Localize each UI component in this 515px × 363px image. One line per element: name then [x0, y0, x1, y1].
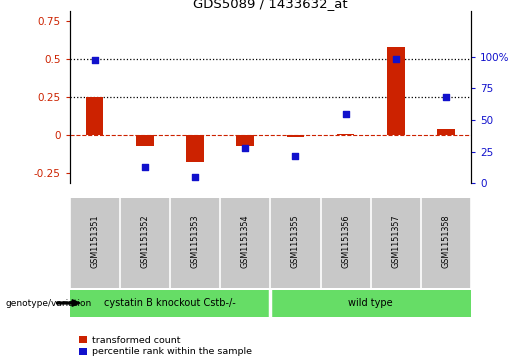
Text: GSM1151353: GSM1151353 [191, 215, 199, 268]
Bar [287, 135, 304, 136]
Bar [236, 135, 254, 146]
Text: GSM1151356: GSM1151356 [341, 215, 350, 268]
Point [392, 56, 400, 62]
Point [291, 153, 300, 159]
Text: GSM1151354: GSM1151354 [241, 215, 250, 268]
Text: cystatin B knockout Cstb-/-: cystatin B knockout Cstb-/- [104, 298, 236, 308]
Text: GSM1151351: GSM1151351 [90, 215, 99, 268]
Text: GSM1151358: GSM1151358 [442, 215, 451, 268]
Text: wild type: wild type [349, 298, 393, 308]
Bar [337, 134, 354, 135]
Text: GSM1151352: GSM1151352 [141, 215, 149, 268]
Bar [136, 135, 153, 146]
Point [91, 57, 99, 63]
Text: GSM1151357: GSM1151357 [391, 215, 400, 268]
Title: GDS5089 / 1433632_at: GDS5089 / 1433632_at [193, 0, 348, 10]
Bar [86, 97, 104, 135]
Bar [270, 290, 471, 317]
Bar [186, 135, 204, 162]
Bar [437, 129, 455, 135]
Point [191, 174, 199, 180]
Bar [70, 290, 270, 317]
Legend: transformed count, percentile rank within the sample: transformed count, percentile rank withi… [79, 336, 252, 356]
Text: GSM1151355: GSM1151355 [291, 215, 300, 268]
Text: genotype/variation: genotype/variation [5, 298, 91, 307]
Point [442, 94, 450, 100]
Point [341, 111, 350, 117]
Bar [387, 47, 405, 135]
Point [241, 145, 249, 151]
Point [141, 164, 149, 170]
